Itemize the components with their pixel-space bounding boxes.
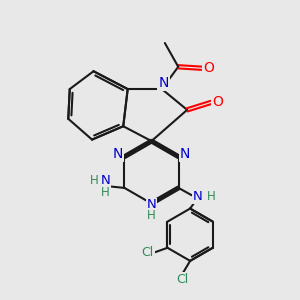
Text: O: O <box>212 95 223 110</box>
Text: H: H <box>90 174 99 187</box>
Text: O: O <box>203 61 214 75</box>
Text: N: N <box>193 190 203 203</box>
Text: N: N <box>180 147 190 161</box>
Text: N: N <box>100 174 110 187</box>
Text: H: H <box>101 186 110 200</box>
Text: Cl: Cl <box>177 273 189 286</box>
Text: N: N <box>113 147 123 161</box>
Text: H: H <box>207 190 216 203</box>
Text: H: H <box>147 209 156 223</box>
Text: N: N <box>158 76 169 89</box>
Text: Cl: Cl <box>141 246 154 259</box>
Text: N: N <box>147 199 156 212</box>
